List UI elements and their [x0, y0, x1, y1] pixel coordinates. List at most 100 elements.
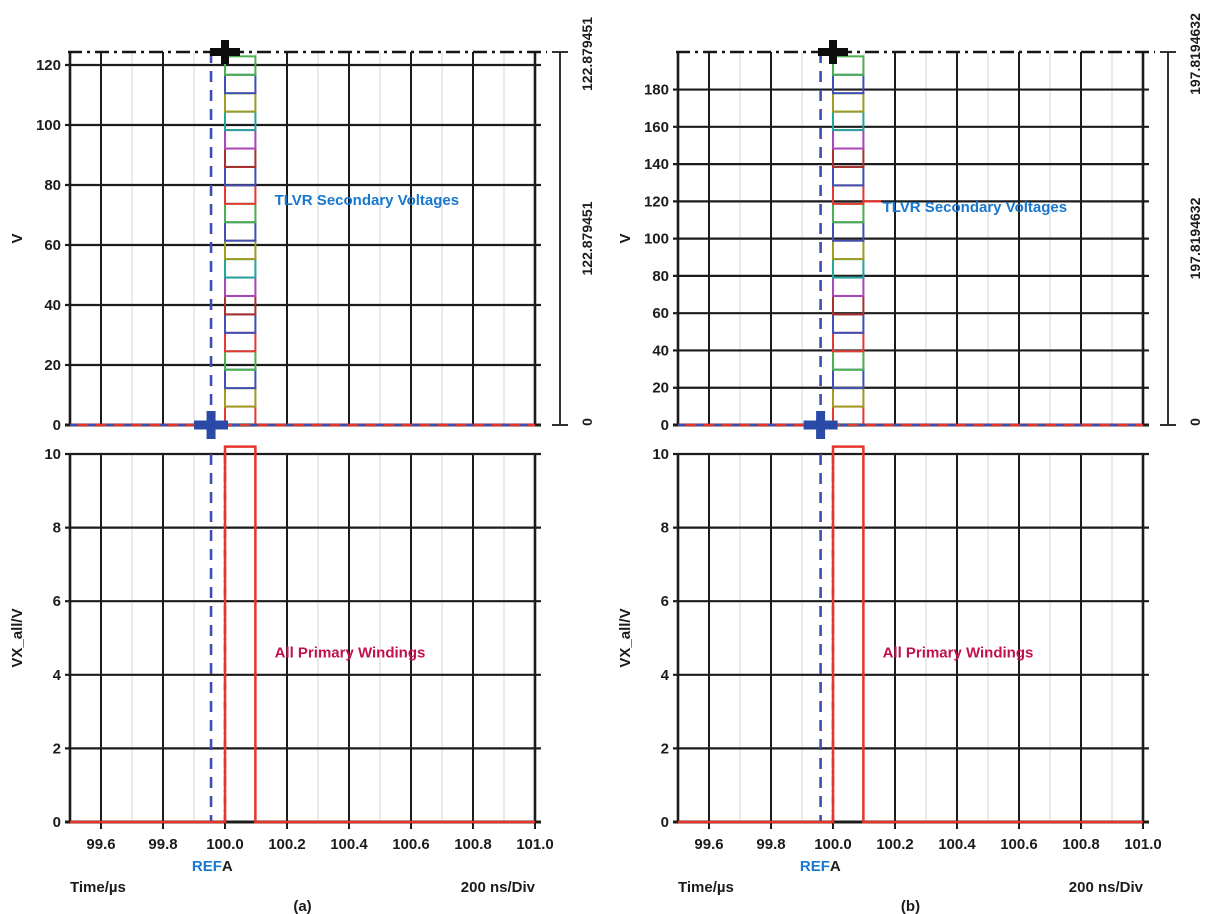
- y-tick-label: 60: [44, 237, 61, 254]
- y-axis-label: VX_all/V: [9, 608, 26, 667]
- phase-pulse-rect: [224, 313, 257, 334]
- measure-value-bottom: 0: [1187, 418, 1203, 426]
- phase-pulse-rect: [832, 55, 865, 76]
- x-tick-label: 101.0: [516, 836, 554, 853]
- x-axis-labels: 99.6 99.8 100.0 100.2 100.4 100.6 100.8 101.0 RE…: [70, 836, 554, 914]
- x-tick-label: 100.8: [1062, 836, 1100, 853]
- phase-pulse-rect: [832, 239, 865, 261]
- x-tick-label: 101.0: [1124, 836, 1162, 853]
- y-tick-label: 6: [53, 593, 61, 610]
- y-tick-label: 8: [53, 520, 61, 537]
- peak-cross-marker: [818, 40, 848, 64]
- measure-value-delta: 122.879451: [579, 201, 595, 275]
- y-axis-label: V: [9, 233, 26, 243]
- phase-pulse-rect: [224, 350, 257, 371]
- bottom-plot: All Primary Windings 0 2 4 6 8 10 VX_all/V: [9, 445, 541, 831]
- phase-pulse-rect: [224, 165, 257, 187]
- measure-bracket: [1160, 51, 1176, 426]
- y-tick-label: 8: [661, 520, 669, 537]
- y-tick-label: 20: [44, 357, 61, 374]
- primary-annotation: All Primary Windings: [275, 645, 426, 662]
- panel-caption: (a): [293, 898, 311, 914]
- y-tick-label: 20: [652, 380, 669, 397]
- phase-pulse-rect: [832, 129, 865, 150]
- y-tick-label: 180: [644, 82, 669, 99]
- y-tick-label: 4: [661, 667, 670, 684]
- phase-pulse-rect: [224, 110, 257, 132]
- x-tick-label: 100.2: [268, 836, 306, 853]
- x-tick-label: 100.2: [876, 836, 914, 853]
- scale-per-div-label: 200 ns/Div: [1069, 879, 1144, 896]
- phase-pulse-rect: [832, 331, 865, 353]
- x-tick-label: 99.8: [148, 836, 177, 853]
- peak-cross-marker: [210, 40, 240, 64]
- primary-pulse: [678, 445, 1143, 824]
- bottom-plot: All Primary Windings 0 2 4 6 8 10 VX_all/V: [617, 445, 1149, 831]
- y-tick-label: 2: [661, 740, 669, 757]
- x-tick-label: 100.6: [1000, 836, 1038, 853]
- top-plot: TLVR Secondary Voltages 0 20 40 60 80 100 120 V 1…: [9, 17, 595, 439]
- phase-pulse-rect: [832, 350, 865, 371]
- x-tick-label: 100.8: [454, 836, 492, 853]
- time-axis-label: Time/µs: [678, 879, 734, 896]
- phase-pulse-rect: [832, 202, 865, 224]
- panel-a-svg: TLVR Secondary Voltages020406080100120V1…: [9, 17, 595, 914]
- y-axis-label: V: [617, 233, 634, 243]
- phase-pulse-rect: [224, 405, 257, 426]
- y-tick-label: 0: [661, 417, 669, 434]
- y-tick-label: 10: [44, 446, 61, 463]
- x-tick-label: 100.0: [206, 836, 244, 853]
- y-tick-label: 100: [644, 231, 669, 248]
- x-tick-label: 100.6: [392, 836, 430, 853]
- x-tick-label: 99.8: [756, 836, 785, 853]
- phase-pulse-rect: [224, 73, 257, 95]
- phase-pulse-rect: [224, 221, 257, 242]
- y-tick-label: 10: [652, 446, 669, 463]
- phase-pulse-rect: [224, 92, 257, 113]
- x-tick-label: 100.4: [330, 836, 368, 853]
- y-tick-label: 80: [44, 177, 61, 194]
- y-tick-label: 40: [44, 297, 61, 314]
- phase-pulse-rect: [224, 239, 257, 261]
- y-tick-label: 160: [644, 119, 669, 136]
- panel-b-svg: TLVR Secondary Voltages02040608010012014…: [617, 13, 1203, 914]
- phase-pulse-rect: [832, 294, 865, 316]
- primary-annotation: All Primary Windings: [883, 645, 1034, 662]
- ref-cross-marker: [803, 411, 838, 439]
- y-tick-label: 0: [53, 417, 61, 434]
- phase-pulse-rect: [832, 387, 865, 408]
- ref-label: REF: [192, 858, 222, 875]
- ref-cross-marker: [194, 411, 229, 439]
- phase-pulse-rect: [224, 202, 257, 224]
- measure-value-bottom: 0: [579, 418, 595, 426]
- phase-pulse-rect: [224, 129, 257, 150]
- time-axis-label: Time/µs: [70, 879, 126, 896]
- x-tick-label: 99.6: [694, 836, 723, 853]
- y-tick-label: 120: [644, 193, 669, 210]
- phase-pulse-rect: [224, 387, 257, 408]
- x-tick-label: 99.6: [86, 836, 115, 853]
- y-tick-label: 0: [53, 814, 61, 831]
- secondary-stack: [224, 55, 257, 426]
- measure-value-top: 122.879451: [579, 17, 595, 91]
- panel-b: TLVR Secondary Voltages 0 20 40 60 80 100 120 14…: [608, 0, 1216, 914]
- y-tick-label: 2: [53, 740, 61, 757]
- x-axis-labels: 99.6 99.8 100.0 100.2 100.4 100.6 100.8 101.0 RE…: [678, 836, 1162, 914]
- measure-bracket: [552, 51, 568, 426]
- a-label: A: [830, 858, 841, 875]
- phase-pulse-rect: [832, 368, 865, 390]
- phase-pulse-rect: [832, 165, 865, 187]
- a-label: A: [222, 858, 233, 875]
- x-tick-label: 100.4: [938, 836, 976, 853]
- phase-pulse-rect: [832, 92, 865, 113]
- primary-pulse: [70, 445, 535, 824]
- y-tick-label: 100: [36, 117, 61, 134]
- y-tick-label: 4: [53, 667, 62, 684]
- y-tick-label: 120: [36, 57, 61, 74]
- ref-label: REF: [800, 858, 830, 875]
- measure-value-delta: 197.8194632: [1187, 197, 1203, 279]
- y-tick-label: 140: [644, 156, 669, 173]
- measure-value-top: 197.8194632: [1187, 13, 1203, 95]
- phase-pulse-rect: [224, 368, 257, 390]
